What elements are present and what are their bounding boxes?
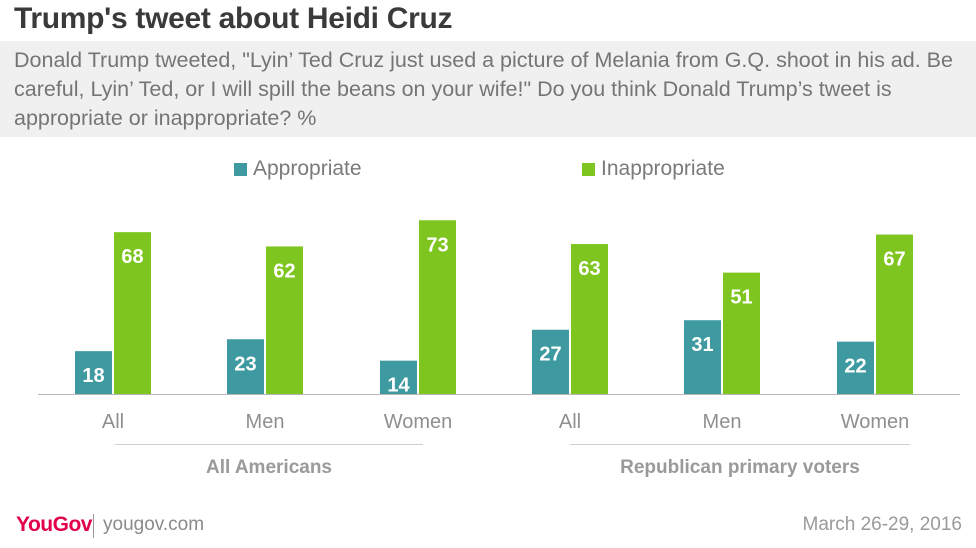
yougov-logo: YouGov bbox=[16, 513, 92, 536]
bar-appropriate-3 bbox=[380, 360, 417, 394]
data-label-inappropriate-1: 68 bbox=[121, 246, 143, 268]
chart-title: Trump's tweet about Heidi Cruz bbox=[14, 2, 453, 35]
group-rule-republicans bbox=[570, 444, 910, 445]
x-tick-label-2: Men bbox=[246, 411, 285, 433]
bar-inappropriate-2 bbox=[266, 246, 303, 394]
data-label-appropriate-1: 18 bbox=[82, 365, 104, 387]
data-label-appropriate-4: 27 bbox=[539, 344, 561, 366]
bar-inappropriate-3 bbox=[419, 220, 456, 394]
legend-swatch-appropriate bbox=[234, 162, 247, 176]
footer-separator bbox=[93, 514, 94, 538]
subtitle-background bbox=[0, 41, 976, 137]
chart-subtitle: Donald Trump tweeted, "Lyin’ Ted Cruz ju… bbox=[14, 48, 953, 130]
data-label-inappropriate-6: 67 bbox=[883, 249, 905, 271]
footer-site: yougov.com bbox=[103, 514, 205, 535]
bar-appropriate-2 bbox=[227, 339, 264, 394]
data-label-inappropriate-5: 51 bbox=[730, 287, 752, 309]
bar-appropriate-6 bbox=[837, 341, 874, 394]
group-label-republicans: Republican primary voters bbox=[620, 457, 860, 478]
bar-inappropriate-5 bbox=[723, 272, 760, 394]
group-rule-all-americans bbox=[115, 444, 423, 445]
footer-date: March 26-29, 2016 bbox=[802, 514, 963, 535]
bar-appropriate-5 bbox=[684, 320, 721, 394]
legend-appropriate: Appropriate bbox=[234, 157, 362, 180]
bar-inappropriate-1 bbox=[114, 232, 151, 394]
x-tick-label-5: Men bbox=[703, 411, 742, 433]
data-label-appropriate-2: 23 bbox=[234, 353, 256, 375]
data-label-inappropriate-4: 63 bbox=[578, 258, 600, 280]
data-label-appropriate-6: 22 bbox=[844, 356, 866, 378]
x-tick-label-3: Women bbox=[384, 411, 453, 433]
bar-appropriate-4 bbox=[532, 329, 569, 394]
data-label-inappropriate-2: 62 bbox=[273, 260, 295, 282]
legend-label-inappropriate: Inappropriate bbox=[601, 157, 725, 180]
x-tick-label-4: All bbox=[559, 411, 581, 433]
data-label-appropriate-3: 14 bbox=[387, 375, 410, 397]
bar-appropriate-1 bbox=[75, 351, 112, 394]
legend-swatch-inappropriate bbox=[582, 162, 595, 176]
legend-label-appropriate: Appropriate bbox=[253, 157, 362, 180]
group-label-all-americans: All Americans bbox=[205, 457, 332, 478]
legend-inappropriate: Inappropriate bbox=[582, 157, 725, 180]
data-label-appropriate-5: 31 bbox=[691, 334, 713, 356]
x-tick-label-1: All bbox=[102, 411, 124, 433]
bar-inappropriate-4 bbox=[571, 244, 608, 394]
data-label-inappropriate-3: 73 bbox=[426, 234, 448, 256]
bar-inappropriate-6 bbox=[876, 234, 913, 394]
x-tick-label-6: Women bbox=[841, 411, 910, 433]
